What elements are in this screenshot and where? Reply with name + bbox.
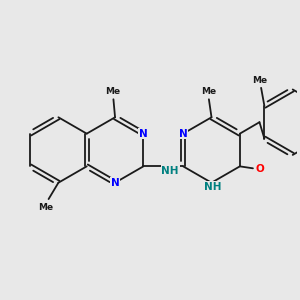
Text: N: N <box>111 178 119 188</box>
Text: N: N <box>139 129 148 139</box>
Text: NH: NH <box>161 166 179 176</box>
Text: O: O <box>255 164 264 174</box>
Text: NH: NH <box>204 182 222 192</box>
Text: Me: Me <box>38 203 53 212</box>
Text: Me: Me <box>253 76 268 85</box>
Text: N: N <box>179 129 188 139</box>
Text: Me: Me <box>201 87 216 96</box>
Text: Me: Me <box>105 87 120 96</box>
